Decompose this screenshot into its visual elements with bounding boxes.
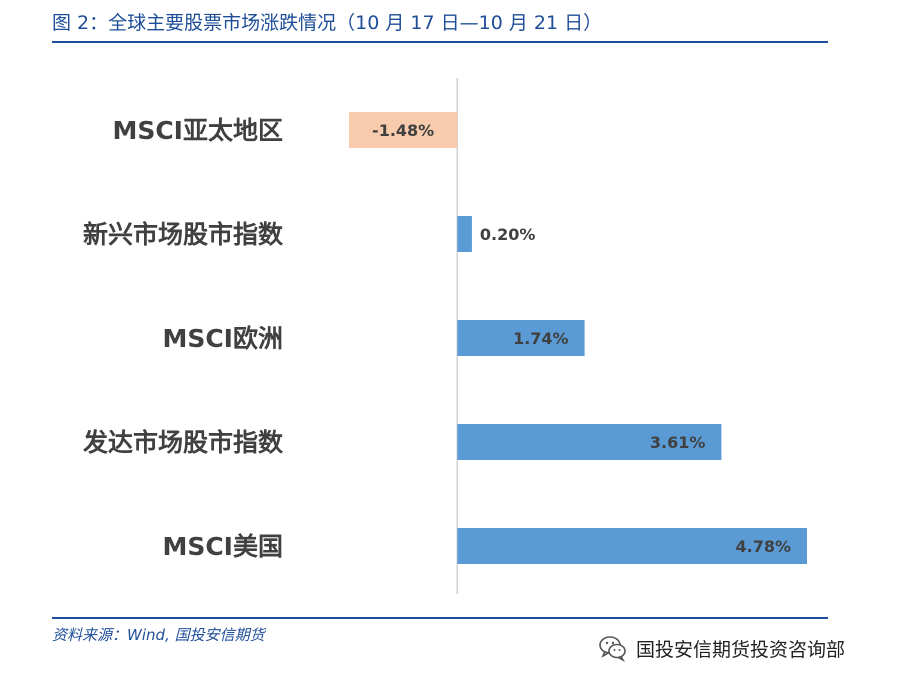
bar-1 [457,216,472,252]
bar-3 [457,424,722,460]
watermark-text: 国投安信期货投资咨询部 [636,638,846,661]
bar-4 [457,528,807,564]
value-label-2: 1.74% [513,329,569,348]
category-label-0: MSCI亚太地区 [112,116,283,145]
footer-rule [52,617,828,619]
value-label-1: 0.20% [480,225,536,244]
category-label-3: 发达市场股市指数 [82,428,284,457]
value-label-4: 4.78% [735,537,791,556]
bar-2 [457,320,585,356]
source-note: 资料来源：Wind, 国投安信期货 [52,626,265,644]
value-label-3: 3.61% [650,433,706,452]
category-label-1: 新兴市场股市指数 [83,220,284,249]
value-label-0: -1.48% [372,121,434,140]
title-rule [52,41,828,43]
wechat-icon [599,636,626,663]
category-label-2: MSCI欧洲 [162,324,283,353]
figure-title: 图 2：全球主要股票市场涨跌情况（10 月 17 日—10 月 21 日） [52,12,603,34]
watermark: 国投安信期货投资咨询部 [598,628,845,668]
category-label-4: MSCI美国 [162,532,283,561]
bar-0 [349,112,458,148]
